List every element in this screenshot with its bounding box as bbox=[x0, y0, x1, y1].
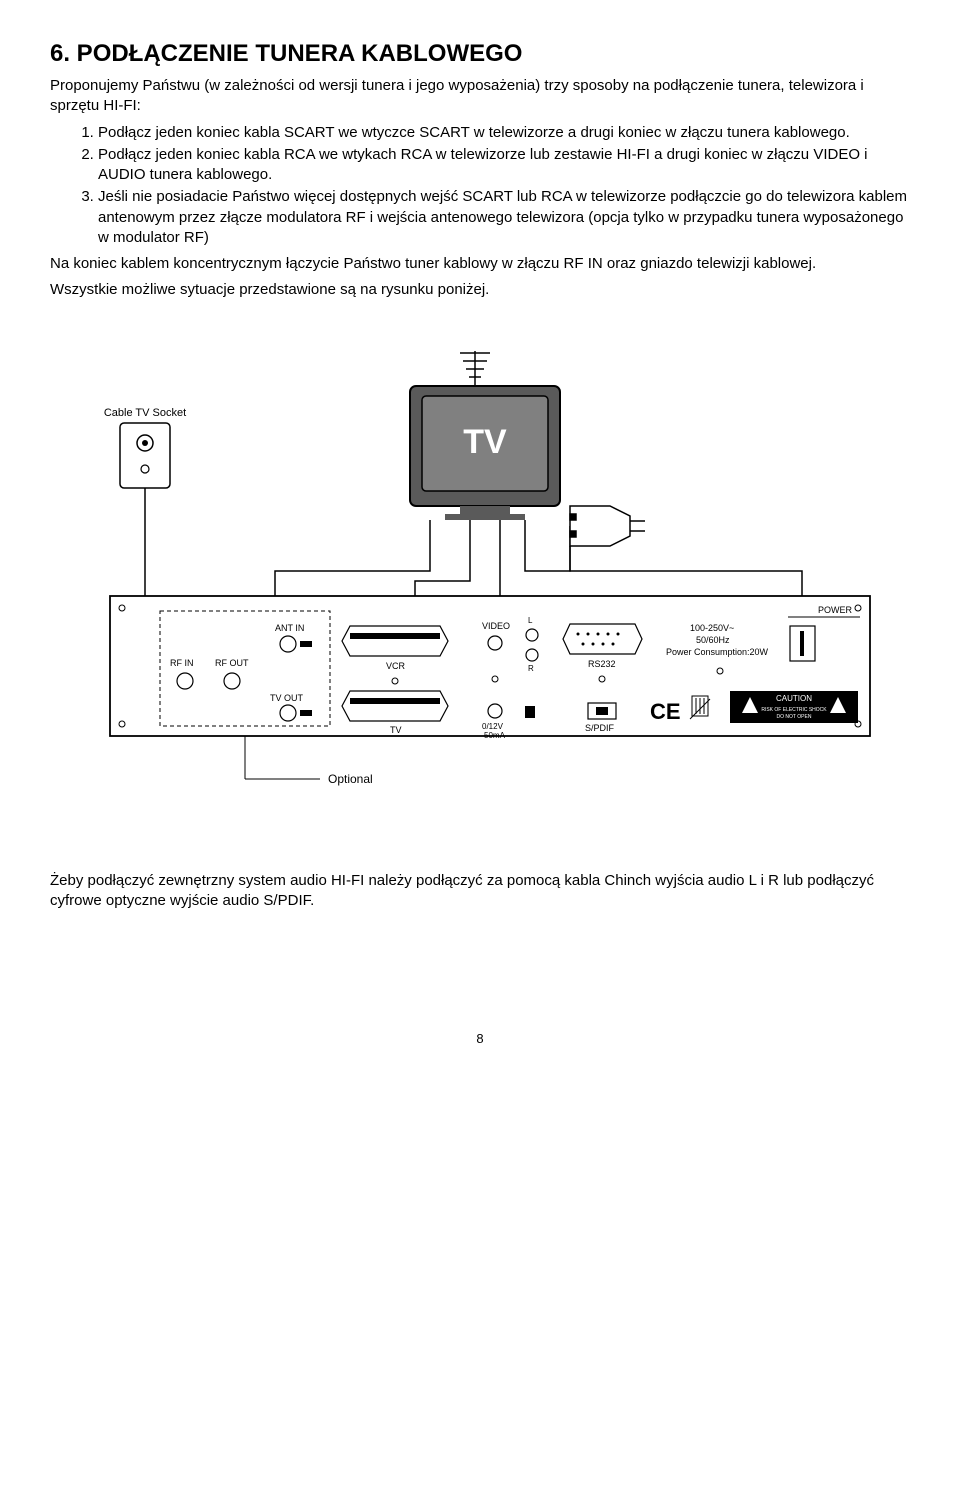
rf-in-label: RF IN bbox=[170, 658, 194, 668]
power-spec3: Power Consumption:20W bbox=[666, 647, 769, 657]
v012-label: 0/12V bbox=[482, 722, 504, 731]
power-plug-icon bbox=[570, 506, 802, 596]
cable-socket-label: Cable TV Socket bbox=[104, 407, 186, 419]
cable-tv-socket: Cable TV Socket bbox=[104, 407, 186, 488]
diagram-svg: TV Cable TV Socket ANT IN bbox=[70, 341, 890, 811]
power-label: POWER bbox=[818, 605, 853, 615]
power-spec1: 100-250V~ bbox=[690, 623, 734, 633]
v012-label2: 50mA bbox=[484, 731, 506, 740]
vcr-label: VCR bbox=[386, 661, 406, 671]
rs232-label: RS232 bbox=[588, 659, 616, 669]
list-item-2: Podłącz jeden koniec kabla RCA we wtykac… bbox=[98, 145, 910, 186]
caution-label: CAUTION bbox=[776, 694, 812, 703]
antenna-icon bbox=[460, 351, 490, 386]
rf-out-label: RF OUT bbox=[215, 658, 249, 668]
tv-scart-label: TV bbox=[390, 725, 402, 735]
power-spec2: 50/60Hz bbox=[696, 635, 730, 645]
optional-label: Optional bbox=[328, 772, 373, 786]
after-list-1: Na koniec kablem koncentrycznym łączycie… bbox=[50, 254, 910, 274]
ce-mark: CE bbox=[650, 699, 681, 724]
connection-diagram: TV Cable TV Socket ANT IN bbox=[50, 341, 910, 811]
list-item-1: Podłącz jeden koniec kabla SCART we wtyc… bbox=[98, 123, 910, 143]
tv-icon: TV bbox=[410, 386, 560, 520]
ant-in-label: ANT IN bbox=[275, 623, 304, 633]
footer-text: Żeby podłączyć zewnętrzny system audio H… bbox=[50, 871, 910, 912]
r-label: R bbox=[528, 664, 534, 673]
instruction-list: Podłącz jeden koniec kabla SCART we wtyc… bbox=[50, 123, 910, 249]
section-heading: 6. PODŁĄCZENIE TUNERA KABLOWEGO bbox=[50, 40, 910, 68]
caution-sub2: DO NOT OPEN bbox=[777, 714, 812, 720]
caution-sub1: RISK OF ELECTRIC SHOCK bbox=[761, 707, 827, 713]
video-label: VIDEO bbox=[482, 621, 510, 631]
tv-out-label: TV OUT bbox=[270, 693, 304, 703]
tv-wires bbox=[275, 520, 570, 596]
tv-label: TV bbox=[463, 423, 507, 461]
spdif-label: S/PDIF bbox=[585, 723, 615, 733]
l-label: L bbox=[528, 616, 533, 625]
list-item-3: Jeśli nie posiadacie Państwo więcej dost… bbox=[98, 187, 910, 248]
intro-text: Proponujemy Państwu (w zależności od wer… bbox=[50, 76, 910, 117]
page-number: 8 bbox=[50, 1031, 910, 1046]
after-list-2: Wszystkie możliwe sytuacje przedstawione… bbox=[50, 280, 910, 300]
